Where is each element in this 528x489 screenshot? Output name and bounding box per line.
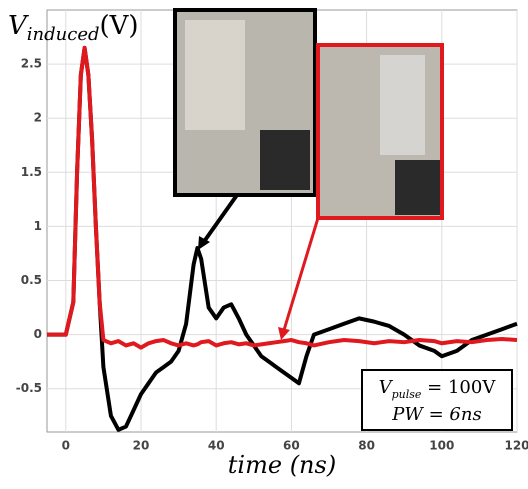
x-tick-label: 60 — [283, 439, 300, 453]
photo-detail — [380, 55, 425, 155]
y-tick-label: 2.5 — [21, 57, 42, 71]
arrow — [201, 193, 239, 245]
annotation-part: pulse — [392, 388, 422, 401]
label-part: induced — [27, 24, 100, 45]
x-tick-label: 100 — [429, 439, 454, 453]
arrow — [282, 217, 320, 331]
lines — [47, 45, 518, 432]
x-tick-label: 0 — [62, 439, 70, 453]
arrow-head — [198, 236, 210, 250]
label-part: (V) — [100, 11, 139, 41]
y-tick-label: -0.5 — [16, 381, 42, 395]
x-tick-label: 20 — [133, 439, 150, 453]
photo-detail — [260, 130, 310, 190]
x-tick-label: 120 — [504, 439, 528, 453]
annotation-box — [361, 369, 513, 431]
photo-detail — [185, 20, 245, 130]
x-axis-label: time (ns) — [228, 451, 336, 479]
annotation-part: = 100V — [421, 377, 496, 398]
y-tick-label: 0.5 — [21, 273, 42, 287]
annotation: PW = 6ns — [391, 404, 481, 425]
series-line — [47, 45, 518, 350]
y-tick-label: 2 — [34, 111, 42, 125]
annotation-part: V — [379, 377, 394, 398]
y-axis-label: Vinduced(V) — [8, 11, 139, 45]
annotation: Vpulse = 100V — [379, 377, 497, 401]
photo-detail — [395, 160, 440, 215]
y-tick-label: 1.5 — [21, 165, 42, 179]
y-tick-label: 0 — [34, 327, 42, 341]
label-part: V — [8, 11, 29, 41]
annotation-part: PW = 6ns — [391, 404, 481, 425]
arrow-head — [278, 327, 290, 340]
x-tick-label: 80 — [358, 439, 375, 453]
y-tick-label: 1 — [34, 219, 42, 233]
x-tick-label: 40 — [208, 439, 225, 453]
